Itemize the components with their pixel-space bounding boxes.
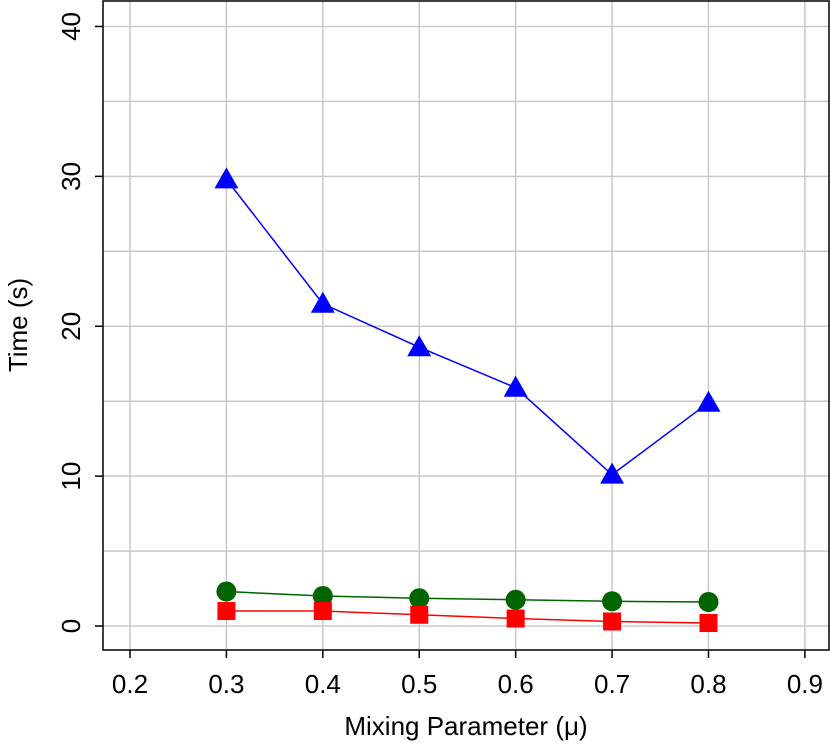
square-marker: [699, 614, 718, 633]
y-tick-label: 40: [56, 12, 86, 41]
circle-marker: [312, 586, 333, 607]
square-marker: [603, 612, 622, 631]
square-marker: [217, 602, 236, 621]
x-axis-label: Mixing Parameter (μ): [344, 711, 587, 741]
triangle-marker: [214, 167, 239, 189]
series-line: [226, 610, 709, 624]
square-marker: [410, 605, 429, 624]
circle-marker: [698, 592, 719, 613]
circle-marker: [409, 588, 430, 609]
y-tick-label: 10: [56, 462, 86, 491]
triangle-marker: [600, 462, 625, 484]
circle-marker: [505, 589, 526, 610]
triangle-marker: [407, 335, 432, 357]
plot-frame: [102, 0, 830, 651]
x-tick-label: 0.5: [401, 669, 437, 699]
x-tick-label: 0.8: [690, 669, 726, 699]
x-tick-label: 0.9: [787, 669, 823, 699]
y-tick-label: 30: [56, 162, 86, 191]
y-tick-label: 0: [56, 619, 86, 633]
triangle-marker: [696, 390, 721, 412]
x-tick-label: 0.4: [305, 669, 341, 699]
circle-marker: [216, 581, 237, 602]
triangle-marker: [503, 375, 528, 397]
circle-marker: [602, 591, 623, 612]
square-marker: [506, 609, 525, 628]
square-marker: [313, 602, 332, 621]
series-line: [226, 590, 709, 603]
x-tick-label: 0.6: [498, 669, 534, 699]
y-tick-label: 20: [56, 312, 86, 341]
x-tick-label: 0.2: [112, 669, 148, 699]
series-line: [225, 178, 709, 476]
triangle-marker: [310, 291, 335, 313]
x-tick-label: 0.7: [594, 669, 630, 699]
x-tick-label: 0.3: [208, 669, 244, 699]
y-axis-label: Time (s): [3, 278, 33, 372]
